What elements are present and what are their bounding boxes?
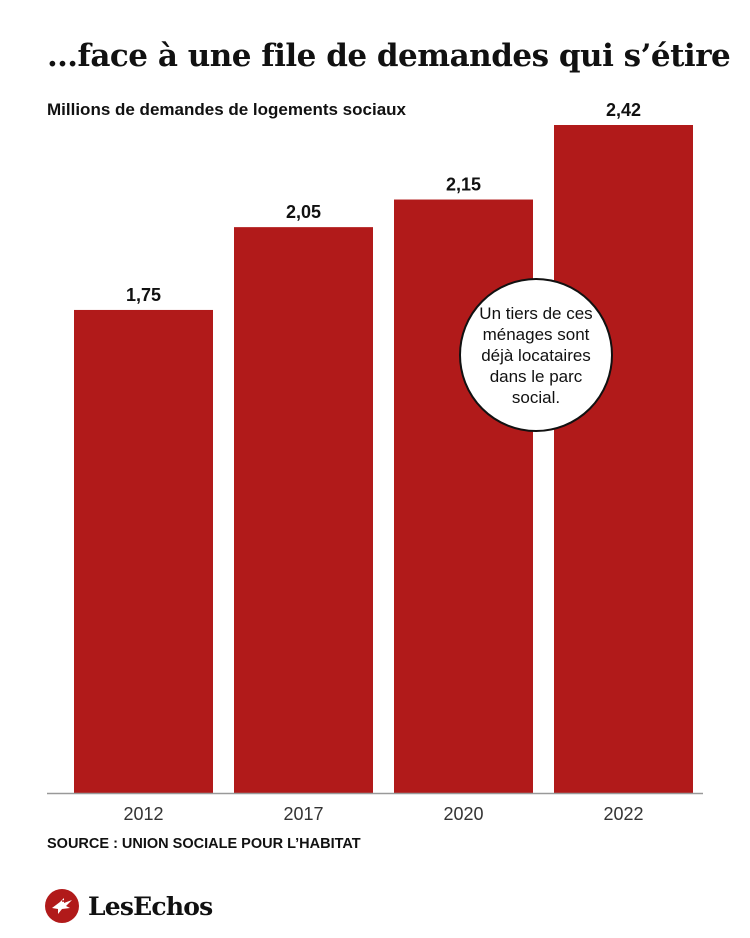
bar-chart: 1,75 2012 2,05 2017 2,15 2020 2,42 2022 (47, 100, 703, 824)
chart-subtitle: Millions de demandes de logements sociau… (47, 100, 406, 119)
x-tick-label: 2020 (443, 804, 483, 824)
chart-title: …face à une file de demandes qui s’étire (47, 38, 731, 74)
bar-2017 (234, 227, 373, 794)
echos-bird-icon (45, 889, 79, 923)
callout-bubble: Un tiers de ces ménages sont déjà locata… (459, 278, 613, 432)
bar-2022 (554, 125, 693, 793)
callout-text: Un tiers de ces ménages sont déjà locata… (479, 303, 593, 407)
source-note: SOURCE : UNION SOCIALE POUR L’HABITAT (47, 836, 361, 852)
labels-layer: 1,75 2012 2,05 2017 2,15 2020 2,42 2022 (123, 100, 643, 824)
x-tick-label: 2012 (123, 804, 163, 824)
x-tick-label: 2022 (603, 804, 643, 824)
bar-value-label: 2,42 (606, 100, 641, 120)
bar-value-label: 2,15 (446, 175, 481, 195)
publisher-logo: LesEchos (45, 888, 213, 924)
logo-text: LesEchos (88, 891, 213, 921)
bar-2012 (74, 309, 213, 793)
bar-value-label: 1,75 (126, 285, 161, 305)
bar-value-label: 2,05 (286, 202, 321, 222)
x-tick-label: 2017 (283, 804, 323, 824)
bars-layer (74, 125, 693, 794)
